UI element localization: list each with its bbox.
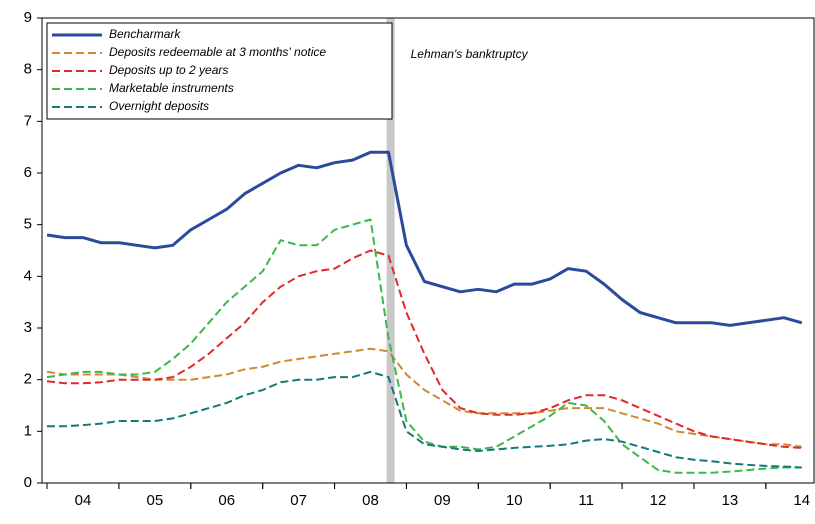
x-tick-label: 09 [434, 492, 451, 509]
legend-label: Deposits up to 2 years [109, 63, 228, 77]
x-tick-label: 05 [147, 492, 164, 509]
x-tick-label: 08 [362, 492, 379, 509]
y-tick-label: 5 [24, 216, 32, 233]
x-tick-label: 07 [290, 492, 307, 509]
annotation: Lehman's banktruptcy [411, 47, 529, 61]
y-tick-label: 4 [24, 267, 32, 284]
y-tick-label: 0 [24, 474, 32, 491]
y-tick-label: 8 [24, 61, 32, 78]
y-tick-label: 3 [24, 319, 32, 336]
legend-label: Overnight deposits [109, 99, 209, 113]
event-band [386, 18, 395, 483]
series-line [46, 249, 802, 449]
x-tick-label: 11 [578, 492, 594, 509]
legend-label: Deposits redeemable at 3 months' notice [109, 45, 326, 59]
series-line [46, 150, 803, 327]
y-tick-label: 6 [24, 164, 32, 181]
y-tick-label: 2 [24, 371, 32, 388]
y-tick-label: 9 [24, 9, 32, 26]
x-tick-label: 04 [75, 492, 92, 509]
x-tick-label: 06 [218, 492, 235, 509]
series-line [46, 218, 802, 474]
x-tick-label: 10 [506, 492, 523, 509]
legend-label: Marketable instruments [109, 81, 234, 95]
x-tick-label: 12 [650, 492, 667, 509]
plot-frame [41, 17, 815, 484]
y-tick-label: 1 [24, 422, 32, 439]
series-line [47, 370, 802, 469]
series-line [46, 347, 802, 448]
y-tick-label: 7 [24, 112, 32, 129]
legend-label: Bencharmark [109, 27, 181, 41]
legend-box [46, 22, 393, 120]
legend: Bencharmark Deposits redeemable at 3 mont… [46, 22, 393, 120]
x-tick-label: 14 [793, 492, 810, 509]
x-tick-label: 13 [722, 492, 739, 509]
